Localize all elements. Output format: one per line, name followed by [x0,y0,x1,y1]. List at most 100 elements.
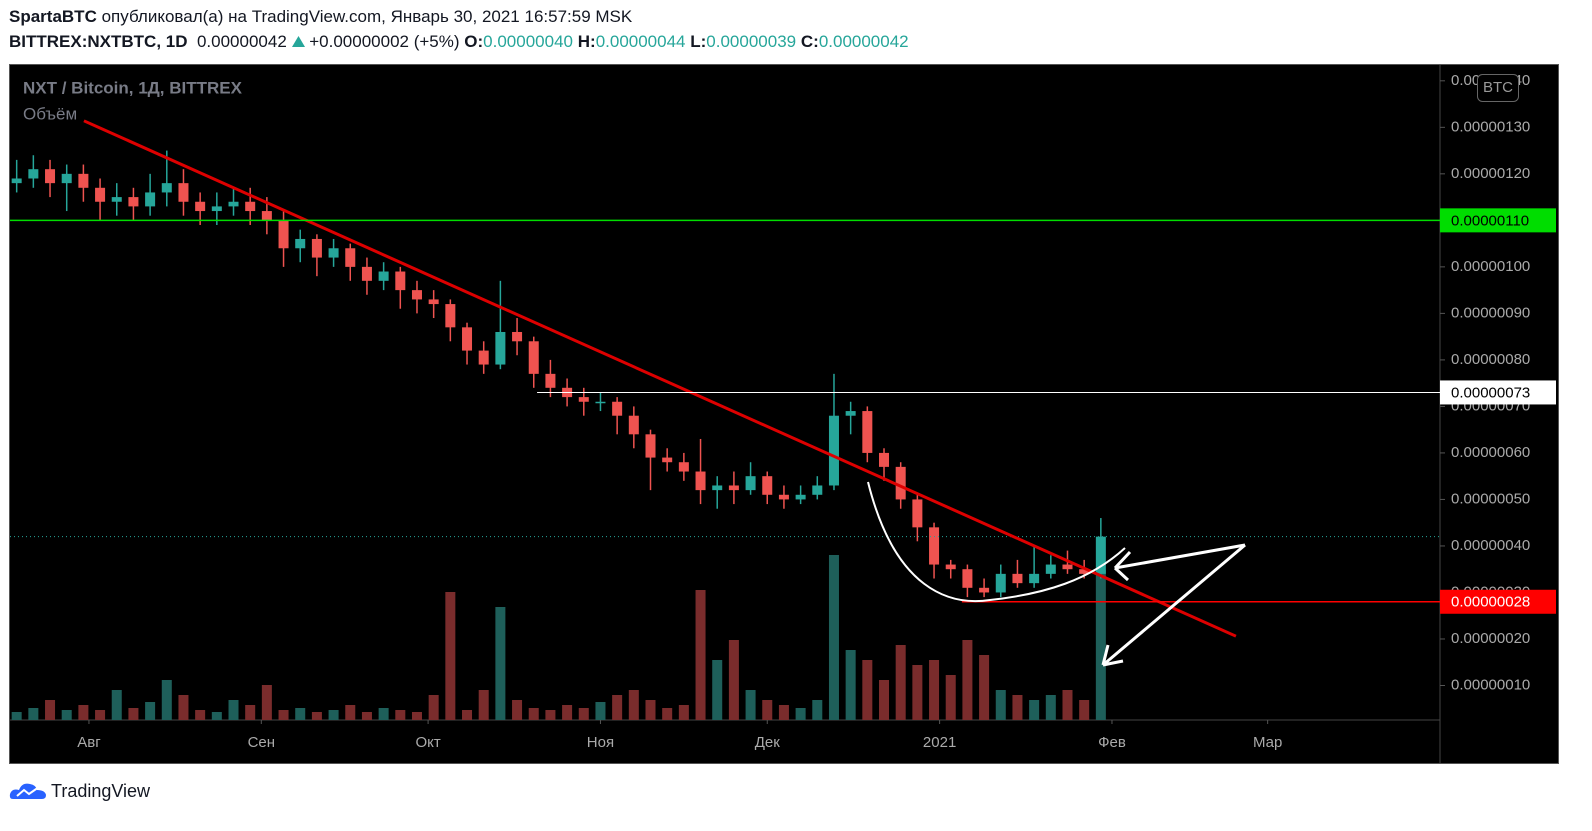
currency: BTC [1483,79,1513,96]
volume-bar [78,705,89,720]
volume-bar [228,700,239,720]
ohlc-label: O: [464,32,484,51]
candle-body [145,192,156,207]
x-tick-label: Фев [1098,734,1126,751]
volume-bar [678,705,689,720]
y-tick-label: 0.00000080 [1451,351,1530,368]
volume-bar [1062,690,1073,720]
volume-bar [812,700,823,720]
y-tick-label: 0.00000120 [1451,165,1530,182]
volume-bar [478,690,489,720]
candle-body [595,401,606,404]
level-label: 0.00000028 [1451,594,1530,611]
candle-body [578,397,589,402]
candle-body [812,485,823,495]
candle-body [762,476,773,495]
candle-body [45,169,56,184]
volume-bar [161,680,172,720]
volume-bar [261,685,272,720]
candle-body [778,494,789,500]
candle-body [128,197,139,207]
volume-bar [879,680,890,720]
x-tick-label: Дек [755,734,781,751]
candle-body [979,587,990,593]
volume-bar [695,590,706,720]
x-tick-label: Ноя [587,734,614,751]
y-tick-label: 0.00000100 [1451,258,1530,275]
volume-bar [411,712,422,720]
candle-body [895,466,906,500]
y-tick-label: 0.00000050 [1451,490,1530,507]
volume-bar [61,710,72,720]
volume-bar [1095,570,1106,720]
candle-body [628,415,639,435]
volume-bar [1029,700,1040,720]
volume-bar [11,712,22,720]
candle-body [645,434,656,458]
candle-body [879,452,890,467]
volume-bar [712,660,723,720]
candle-body [1045,564,1056,574]
volume-bar [495,607,506,720]
last-price: 0.00000042 [196,32,287,51]
volume-bar [245,705,256,720]
y-tick-label: 0.00000060 [1451,444,1530,461]
author: SpartaBTC [9,7,97,26]
volume-bar [328,710,339,720]
candle-body [161,183,172,193]
level-label: 0.00000110 [1451,212,1529,229]
candle-body [962,569,973,588]
candle-body [795,494,806,500]
candle-body [261,211,272,221]
candle-body [612,401,623,416]
candle-body [11,178,22,184]
candle-body [945,564,956,570]
volume-bar [929,660,940,720]
candle-body [1029,573,1040,584]
candle-body [311,238,322,258]
volume-bar [1045,695,1056,720]
volume-label: Объём [23,104,77,123]
y-tick-label: 0.00000020 [1451,630,1530,647]
candle-body [395,271,406,291]
candle-body [695,471,706,491]
candle-body [211,206,222,212]
ohlc-label: H: [577,32,596,51]
candle-body [1095,536,1106,574]
volume-bar [728,640,739,720]
candle-body [845,411,856,416]
candle-body [28,169,39,179]
volume-bar [828,555,839,720]
chart-title: NXT / Bitcoin, 1Д, BITTREX [23,78,243,97]
ohlc-label: C: [800,32,819,51]
volume-bar [645,700,656,720]
candle-body [728,485,739,491]
candle-body [378,271,389,281]
footer: TradingView [9,779,150,803]
volume-bar [1079,700,1090,720]
volume-bar [45,700,56,720]
ohlc-label: L: [690,32,707,51]
candle-body [462,327,473,351]
brand: TradingView [51,780,151,801]
published: опубликовал(а) на TradingView.com, Январ… [101,7,633,26]
volume-bar [95,710,106,720]
publish-line: SpartaBTC опубликовал(а) на TradingView.… [9,7,632,27]
volume-bar [345,705,356,720]
up-icon [291,36,305,47]
y-tick-label: 0.00000010 [1451,676,1530,693]
volume-bar [862,660,873,720]
x-tick-label: Авг [77,734,101,751]
change: +0.00000002 (+5%) [309,32,460,51]
volume-bar [445,592,456,720]
volume-bar [111,690,122,720]
volume-bar [1012,695,1023,720]
volume-bar [845,650,856,720]
logo-icon [9,783,47,799]
candle-body [512,331,523,342]
level-label: 0.00000073 [1451,384,1530,401]
candle-body [862,411,873,453]
candle-body [545,373,556,388]
currency-badge [1477,74,1519,102]
